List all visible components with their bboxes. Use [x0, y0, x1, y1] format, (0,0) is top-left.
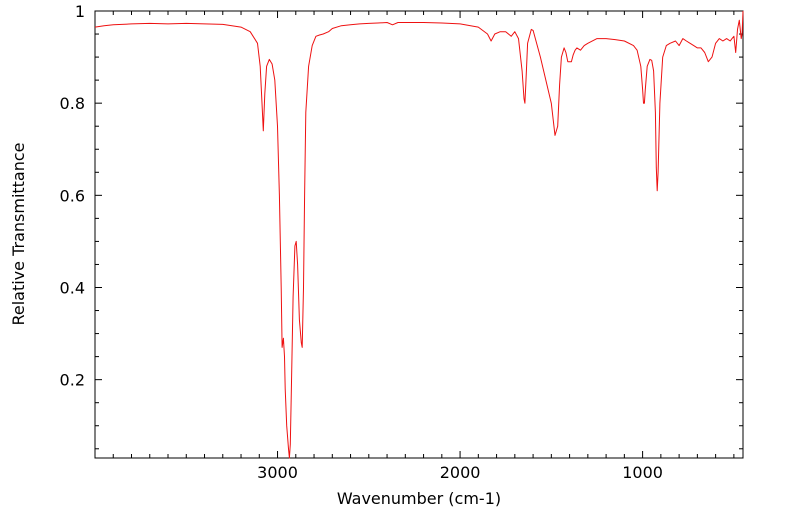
tick-labels: 3000 2000 1000 0.2 0.4 0.6 0.8 1: [60, 2, 663, 482]
y-tick-label: 0.2: [60, 371, 85, 390]
y-tick-label: 0.8: [60, 94, 85, 113]
y-axis-label: Relative Transmittance: [9, 142, 28, 325]
x-tick-label: 2000: [440, 463, 481, 482]
x-tick-label: 3000: [257, 463, 298, 482]
y-tick-label: 0.4: [60, 278, 85, 297]
y-tick-label: 0.6: [60, 186, 85, 205]
y-tick-label: 1: [75, 2, 85, 21]
axis-ticks: [94, 10, 743, 458]
plot-frame: [94, 10, 744, 459]
x-tick-label: 1000: [622, 463, 663, 482]
series-line-0: [94, 10, 744, 459]
x-axis-label: Wavenumber (cm-1): [337, 489, 501, 508]
series-layer: [94, 10, 744, 459]
